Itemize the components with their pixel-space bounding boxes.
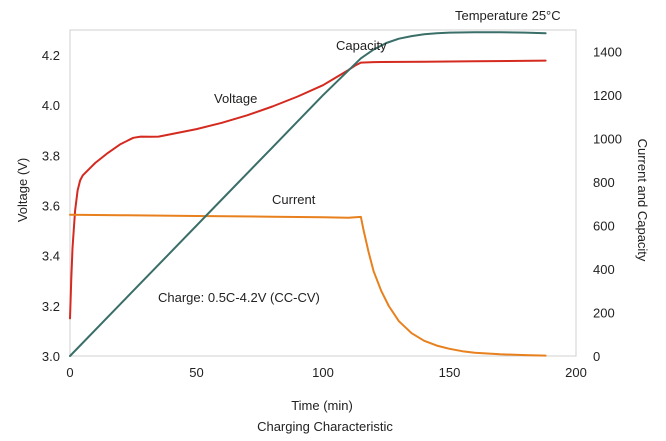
left-axis-label: Voltage (V) <box>15 158 30 222</box>
right-tick-label: 600 <box>593 219 615 234</box>
right-axis-ticks: 0 200 400 600 800 1000 1200 1400 <box>593 45 622 364</box>
subtitle: Temperature 25°C <box>455 8 561 23</box>
left-tick-label: 3.8 <box>42 148 60 163</box>
x-axis-label: Time (min) <box>291 398 353 413</box>
right-tick-label: 1200 <box>593 88 622 103</box>
x-tick-label: 150 <box>439 365 461 380</box>
left-tick-label: 3.0 <box>42 349 60 364</box>
series-layer <box>69 31 547 357</box>
current-annotation: Current <box>272 192 316 207</box>
left-tick-label: 3.4 <box>42 249 60 264</box>
x-axis-ticks: 0 50 100 150 200 <box>66 365 586 380</box>
chart-title: Charging Characteristic <box>257 419 393 434</box>
x-tick-label: 50 <box>189 365 203 380</box>
right-tick-label: 200 <box>593 306 615 321</box>
left-tick-label: 3.2 <box>42 299 60 314</box>
left-tick-label: 3.6 <box>42 199 60 214</box>
capacity-line <box>69 31 547 357</box>
right-tick-label: 1000 <box>593 132 622 147</box>
left-axis-ticks: 3.0 3.2 3.4 3.6 3.8 4.0 4.2 <box>42 48 60 364</box>
x-tick-label: 200 <box>565 365 587 380</box>
right-tick-label: 1400 <box>593 45 622 60</box>
left-tick-label: 4.0 <box>42 98 60 113</box>
current-line <box>69 213 547 357</box>
x-tick-label: 100 <box>312 365 334 380</box>
right-tick-label: 400 <box>593 262 615 277</box>
voltage-annotation: Voltage <box>214 91 257 106</box>
right-axis-label: Current and Capacity <box>635 139 650 262</box>
capacity-annotation: Capacity <box>336 38 387 53</box>
x-tick-label: 0 <box>66 365 73 380</box>
left-tick-label: 4.2 <box>42 48 60 63</box>
right-tick-label: 800 <box>593 175 615 190</box>
right-tick-label: 0 <box>593 349 600 364</box>
voltage-line <box>69 59 547 320</box>
plot-frame <box>69 29 577 357</box>
charge-condition-annotation: Charge: 0.5C-4.2V (CC-CV) <box>158 290 320 305</box>
